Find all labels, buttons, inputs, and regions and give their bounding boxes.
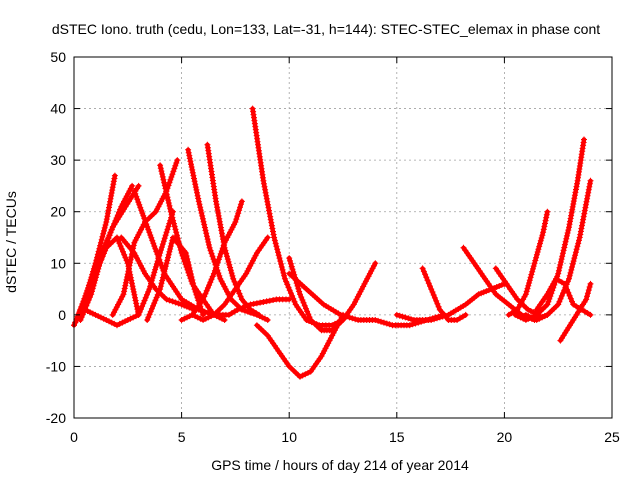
series-arc-7 <box>118 234 198 313</box>
grid <box>74 57 612 418</box>
x-axis-title: GPS time / hours of day 214 of year 2014 <box>211 457 469 473</box>
series-arc-24 <box>505 208 551 318</box>
axis-ticks: 0 5 10 15 20 25 -20 -10 0 10 20 30 40 50 <box>46 49 620 445</box>
series-markers <box>189 234 271 323</box>
y-axis-title: dSTEC / TECUs <box>3 191 19 293</box>
x-tick-label: 0 <box>70 429 78 445</box>
y-tick-label: -20 <box>46 410 66 426</box>
chart-title: dSTEC Iono. truth (cedu, Lon=133, Lat=-3… <box>52 21 600 37</box>
y-tick-label: 50 <box>50 49 66 65</box>
series-arc-10 <box>144 234 207 323</box>
series-arc-16 <box>253 311 346 380</box>
x-tick-label: 15 <box>389 429 405 445</box>
series-arc-4 <box>75 182 142 318</box>
series-arc-14 <box>189 234 271 323</box>
plot-frame <box>73 56 613 419</box>
series-markers <box>109 157 181 318</box>
y-tick-label: -10 <box>46 358 66 374</box>
x-tick-label: 20 <box>497 429 513 445</box>
y-tick-label: 0 <box>58 307 66 323</box>
series-arc-19 <box>234 296 293 313</box>
series-markers <box>505 208 551 318</box>
x-tick-label: 25 <box>604 429 620 445</box>
series-arc-28 <box>533 275 594 318</box>
series-arc-17 <box>286 255 379 334</box>
y-tick-label: 30 <box>50 152 66 168</box>
series-markers <box>234 296 293 313</box>
x-tick-label: 5 <box>178 429 186 445</box>
series-arc-21 <box>393 280 508 323</box>
series-markers <box>178 198 245 323</box>
series-markers <box>533 275 594 318</box>
series-markers <box>286 255 379 334</box>
series-markers <box>144 234 207 323</box>
y-tick-label: 20 <box>50 204 66 220</box>
y-tick-label: 10 <box>50 255 66 271</box>
series-layer <box>71 105 594 380</box>
x-tick-label: 10 <box>281 429 297 445</box>
series-arc-18 <box>286 270 448 329</box>
series-arc-12 <box>204 141 263 318</box>
series-markers <box>118 234 198 313</box>
y-tick-label: 40 <box>50 101 66 117</box>
